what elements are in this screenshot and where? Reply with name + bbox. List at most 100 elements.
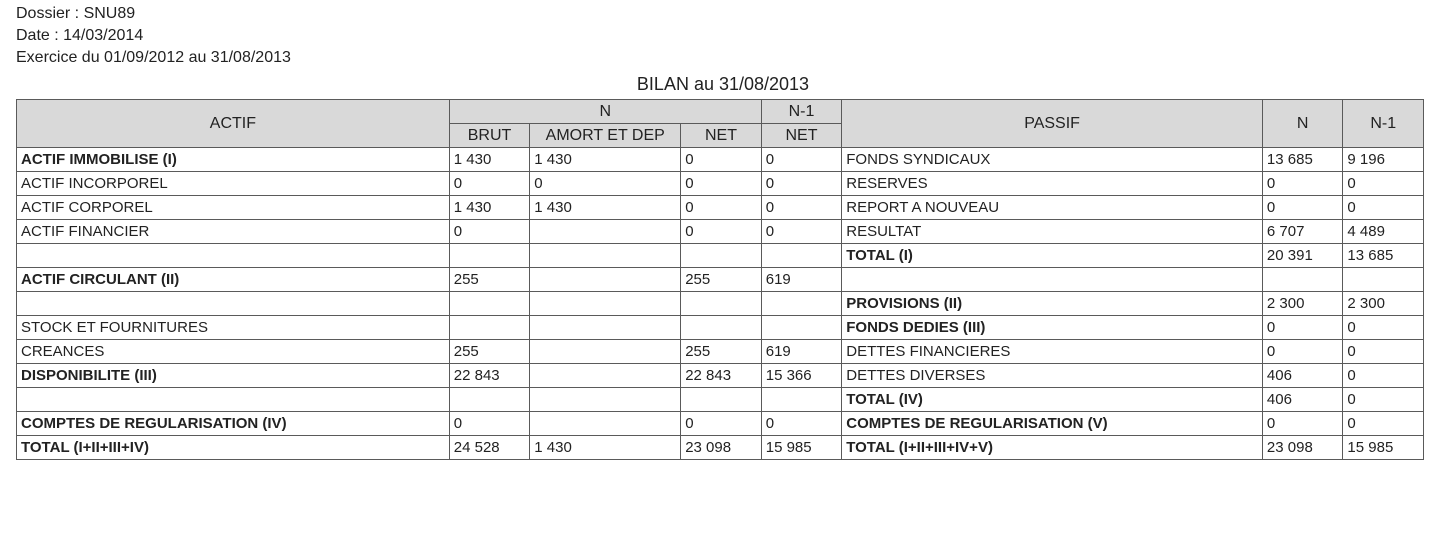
cell-net: 255 — [681, 340, 762, 364]
table-row: ACTIF IMMOBILISE (I)1 4301 43000FONDS SY… — [17, 148, 1424, 172]
cell-n1net: 0 — [761, 172, 842, 196]
cell-brut — [449, 244, 530, 268]
cell-brut: 24 528 — [449, 436, 530, 460]
cell-pn: 0 — [1262, 316, 1343, 340]
cell-pn1: 0 — [1343, 196, 1424, 220]
cell-n1net: 15 366 — [761, 364, 842, 388]
cell-pn1: 0 — [1343, 340, 1424, 364]
cell-pn1: 2 300 — [1343, 292, 1424, 316]
cell-brut — [449, 292, 530, 316]
cell-actif — [17, 388, 450, 412]
cell-brut — [449, 388, 530, 412]
cell-pn: 0 — [1262, 172, 1343, 196]
cell-net — [681, 244, 762, 268]
page-title: BILAN au 31/08/2013 — [16, 74, 1430, 95]
cell-amort — [530, 340, 681, 364]
cell-amort — [530, 316, 681, 340]
cell-net: 0 — [681, 172, 762, 196]
cell-pn: 13 685 — [1262, 148, 1343, 172]
table-row: ACTIF CORPOREL1 4301 43000REPORT A NOUVE… — [17, 196, 1424, 220]
cell-pn: 20 391 — [1262, 244, 1343, 268]
header-net: NET — [681, 124, 762, 148]
cell-passif: REPORT A NOUVEAU — [842, 196, 1263, 220]
table-row: TOTAL (IV)4060 — [17, 388, 1424, 412]
cell-brut: 255 — [449, 340, 530, 364]
cell-actif: ACTIF CORPOREL — [17, 196, 450, 220]
cell-pn1: 0 — [1343, 412, 1424, 436]
table-row: ACTIF INCORPOREL0000RESERVES00 — [17, 172, 1424, 196]
cell-pn: 406 — [1262, 388, 1343, 412]
meta-dossier: Dossier : SNU89 — [16, 4, 1430, 24]
cell-actif: COMPTES DE REGULARISATION (IV) — [17, 412, 450, 436]
table-row: ACTIF FINANCIER000RESULTAT6 7074 489 — [17, 220, 1424, 244]
cell-n1net: 0 — [761, 196, 842, 220]
cell-pn: 0 — [1262, 412, 1343, 436]
table-row: TOTAL (I)20 39113 685 — [17, 244, 1424, 268]
cell-actif: ACTIF FINANCIER — [17, 220, 450, 244]
meta-exercice: Exercice du 01/09/2012 au 31/08/2013 — [16, 48, 1430, 68]
header-passif-n: N — [1262, 100, 1343, 148]
header-passif-n1: N-1 — [1343, 100, 1424, 148]
cell-net: 0 — [681, 196, 762, 220]
cell-pn1: 9 196 — [1343, 148, 1424, 172]
cell-pn: 0 — [1262, 340, 1343, 364]
cell-brut — [449, 316, 530, 340]
cell-n1net: 0 — [761, 220, 842, 244]
cell-net: 0 — [681, 148, 762, 172]
cell-passif: FONDS SYNDICAUX — [842, 148, 1263, 172]
cell-pn: 23 098 — [1262, 436, 1343, 460]
cell-actif — [17, 244, 450, 268]
cell-pn1: 0 — [1343, 172, 1424, 196]
table-row: TOTAL (I+II+III+IV)24 5281 43023 09815 9… — [17, 436, 1424, 460]
cell-amort — [530, 364, 681, 388]
cell-actif: STOCK ET FOURNITURES — [17, 316, 450, 340]
cell-pn1: 4 489 — [1343, 220, 1424, 244]
cell-amort — [530, 292, 681, 316]
cell-n1net — [761, 388, 842, 412]
cell-amort — [530, 412, 681, 436]
cell-actif: DISPONIBILITE (III) — [17, 364, 450, 388]
cell-amort: 1 430 — [530, 148, 681, 172]
cell-net — [681, 316, 762, 340]
cell-amort — [530, 220, 681, 244]
cell-n1net — [761, 244, 842, 268]
table-header: ACTIF N N-1 PASSIF N N-1 BRUT AMORT ET D… — [17, 100, 1424, 148]
table-row: CREANCES255255619DETTES FINANCIERES00 — [17, 340, 1424, 364]
cell-brut: 0 — [449, 220, 530, 244]
cell-brut: 1 430 — [449, 148, 530, 172]
cell-passif — [842, 268, 1263, 292]
cell-actif — [17, 292, 450, 316]
cell-passif: RESULTAT — [842, 220, 1263, 244]
header-n1: N-1 — [761, 100, 842, 124]
cell-brut: 1 430 — [449, 196, 530, 220]
table-row: STOCK ET FOURNITURESFONDS DEDIES (III)00 — [17, 316, 1424, 340]
cell-n1net: 619 — [761, 340, 842, 364]
table-body: ACTIF IMMOBILISE (I)1 4301 43000FONDS SY… — [17, 148, 1424, 460]
cell-pn1: 15 985 — [1343, 436, 1424, 460]
cell-net: 0 — [681, 412, 762, 436]
cell-net: 255 — [681, 268, 762, 292]
cell-passif: RESERVES — [842, 172, 1263, 196]
cell-pn: 2 300 — [1262, 292, 1343, 316]
cell-brut: 22 843 — [449, 364, 530, 388]
cell-passif: TOTAL (IV) — [842, 388, 1263, 412]
cell-n1net: 15 985 — [761, 436, 842, 460]
cell-n1net — [761, 316, 842, 340]
cell-amort — [530, 268, 681, 292]
cell-amort — [530, 388, 681, 412]
cell-actif: ACTIF IMMOBILISE (I) — [17, 148, 450, 172]
cell-passif: DETTES DIVERSES — [842, 364, 1263, 388]
cell-n1net: 619 — [761, 268, 842, 292]
cell-n1net: 0 — [761, 148, 842, 172]
cell-net — [681, 388, 762, 412]
cell-actif: CREANCES — [17, 340, 450, 364]
balance-sheet-table: ACTIF N N-1 PASSIF N N-1 BRUT AMORT ET D… — [16, 99, 1424, 460]
cell-amort — [530, 244, 681, 268]
header-passif: PASSIF — [842, 100, 1263, 148]
cell-passif: COMPTES DE REGULARISATION (V) — [842, 412, 1263, 436]
cell-brut: 0 — [449, 172, 530, 196]
cell-pn: 406 — [1262, 364, 1343, 388]
header-net-n1: NET — [761, 124, 842, 148]
cell-pn: 6 707 — [1262, 220, 1343, 244]
cell-net — [681, 292, 762, 316]
